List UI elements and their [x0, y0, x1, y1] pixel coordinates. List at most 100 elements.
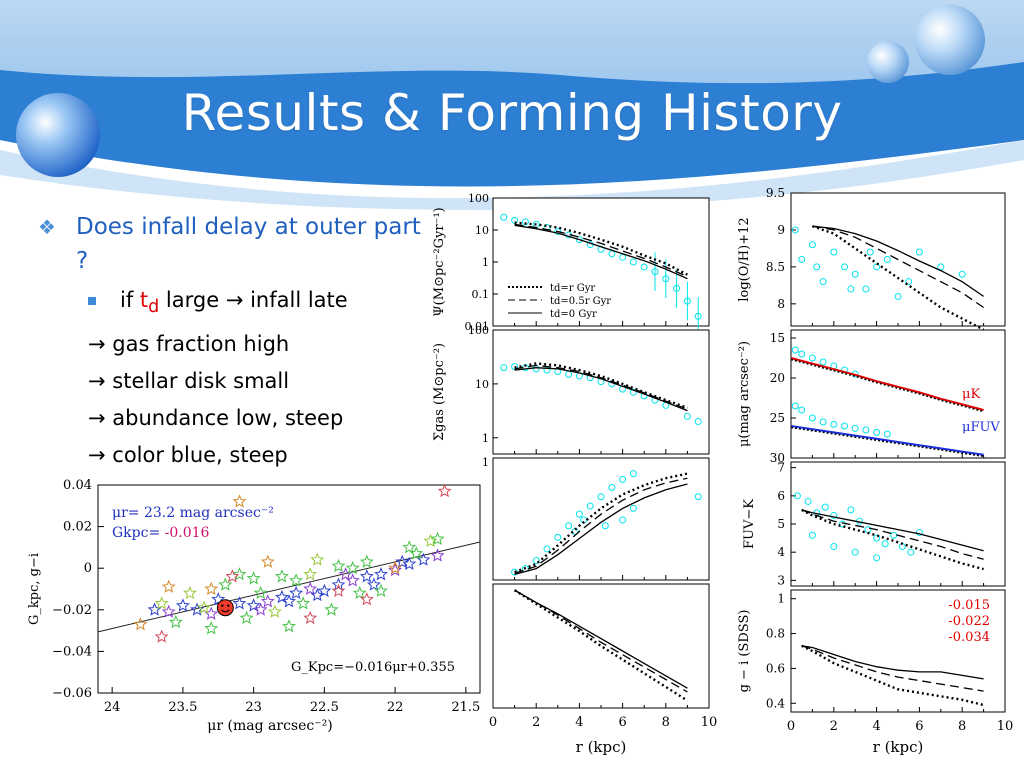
gas-fraction-obs-point [629, 470, 637, 478]
sfr-obs-point [500, 213, 508, 221]
fuv-k-obs-point [821, 503, 829, 511]
scatter-point [345, 560, 360, 575]
abundance-model-line-2 [812, 225, 984, 297]
scatter-y-tick-label: −0.02 [52, 603, 92, 618]
scatter-point [267, 604, 282, 618]
stellar-panel [492, 583, 710, 709]
gas-panel [492, 329, 710, 455]
abundance-y-label: log(O/H)+12 [737, 217, 752, 301]
abundance-y-tick-label: 8.5 [766, 260, 785, 274]
bullet-list: ❖ Does infall delay at outer part ? if t… [38, 210, 438, 474]
scatter-point [303, 567, 318, 581]
scatter-point [225, 569, 240, 583]
mu-fuv-label: μFUV [962, 420, 1000, 435]
fuv-k-y-tick-label: 7 [777, 461, 785, 475]
sfr-model-line-1 [514, 223, 688, 278]
g-i-y-tick-label: 0.6 [766, 661, 785, 675]
gas-obs-point [500, 364, 508, 372]
sfr-legend-label: td=r Gyr [550, 283, 595, 294]
sfr-y-tick-label: 100 [468, 192, 489, 205]
g-i-panel [790, 589, 1006, 713]
sb-obs-point [830, 420, 838, 428]
middle-x-tick-label: 6 [618, 715, 626, 730]
scatter-point [204, 621, 219, 635]
scatter-x-tick-label: 22 [387, 700, 404, 715]
scatter-point [133, 617, 148, 631]
gas-fraction-obs-point [694, 493, 702, 501]
gas-fraction-obs-point [608, 483, 616, 491]
gas-y-tick-label: 100 [468, 324, 489, 337]
sb-obs-point [851, 424, 859, 432]
scatter-x-label: μr (mag arcsec⁻²) [207, 718, 332, 734]
abundance-y-tick-label: 9.5 [766, 186, 785, 200]
sfr-y-tick-label: 0.1 [472, 288, 490, 301]
sb-y-tick-label: 15 [770, 331, 785, 345]
sb-y-tick-label: 25 [770, 411, 785, 425]
middle-x-tick-label: 0 [489, 715, 497, 730]
sfr-y-tick-label: 1 [482, 256, 489, 269]
scatter-point [374, 567, 388, 581]
sfr-legend-label: td=0.5r Gyr [550, 296, 611, 307]
gas-fraction-panel [492, 457, 710, 581]
scatter-point [232, 494, 247, 508]
fuv-k-obs-point [808, 531, 816, 539]
gradient-value-label: -0.034 [948, 630, 990, 645]
sb-obs-point [791, 402, 799, 410]
sb-obs-point [819, 418, 827, 426]
scatter-point [296, 596, 311, 610]
scatter-y-tick-label: −0.06 [52, 686, 92, 701]
scatter-point [211, 592, 226, 606]
gradient-value-label: -0.022 [948, 614, 990, 629]
scatter-point [260, 594, 275, 608]
scatter-point [260, 554, 275, 568]
right-x-tick-label: 0 [787, 719, 795, 734]
g-i-y-tick-label: 1 [777, 592, 785, 606]
right-x-tick-label: 4 [872, 719, 880, 734]
scatter-point [289, 573, 304, 587]
fuv-k-y-label: FUV−K [742, 499, 757, 549]
smiley-eye [227, 604, 230, 607]
scatter-point [430, 531, 445, 545]
abundance-obs-point [866, 248, 874, 256]
gradient-value-label: -0.015 [948, 598, 990, 613]
bullet-main: ❖ Does infall delay at outer part ? [38, 210, 438, 278]
sb-obs-point [873, 428, 881, 436]
right-x-tick-label: 8 [958, 719, 966, 734]
g-i-y-tick-label: 0.8 [766, 627, 785, 641]
scatter-point [168, 615, 183, 629]
right-x-tick-label: 10 [997, 719, 1014, 734]
smiley-face-icon [216, 599, 234, 617]
scatter-point [303, 610, 318, 625]
stellar-model-line-2 [514, 589, 688, 689]
sb-obs-point [862, 426, 870, 434]
gas-y-label: Σgas (M⊙pc⁻²) [432, 343, 447, 441]
title-banner [0, 0, 1024, 210]
scatter-point [175, 598, 190, 612]
annotation-g-kpc: Gkpc= -0.016 [112, 525, 210, 541]
fuv-k-obs-point [851, 548, 859, 556]
right-x-label: r (kpc) [873, 738, 924, 756]
g-i-y-label: g − i (SDSS) [737, 610, 752, 693]
fuv-k-y-tick-label: 6 [777, 489, 785, 503]
scatter-point [374, 583, 388, 597]
surface-brightness-panel [790, 329, 1006, 459]
scatter-point [239, 610, 254, 625]
abundance-obs-point [905, 278, 913, 286]
scatter-point [282, 594, 296, 608]
abundance-obs-point [798, 256, 806, 263]
fuv-k-obs-point [907, 548, 915, 556]
annotation-g-kpc-value: -0.016 [165, 525, 210, 541]
gas-fraction-obs-point [601, 522, 609, 530]
sfr-model-line-2 [514, 224, 688, 280]
scatter-point [359, 554, 374, 568]
sfr-y-label: Ψ(M⊙pc⁻²Gyr⁻¹) [432, 207, 447, 316]
scatter-y-tick-label: 0 [84, 561, 92, 576]
sb-obs-point [819, 358, 827, 366]
sb-obs-point [791, 346, 799, 354]
scatter-fit-line [97, 541, 481, 633]
stellar-model-line-0 [513, 589, 689, 702]
scatter-point [274, 590, 289, 604]
sfr-obs-point [629, 258, 637, 266]
abundance-obs-point [813, 263, 821, 271]
gas-obs-point [683, 412, 691, 420]
